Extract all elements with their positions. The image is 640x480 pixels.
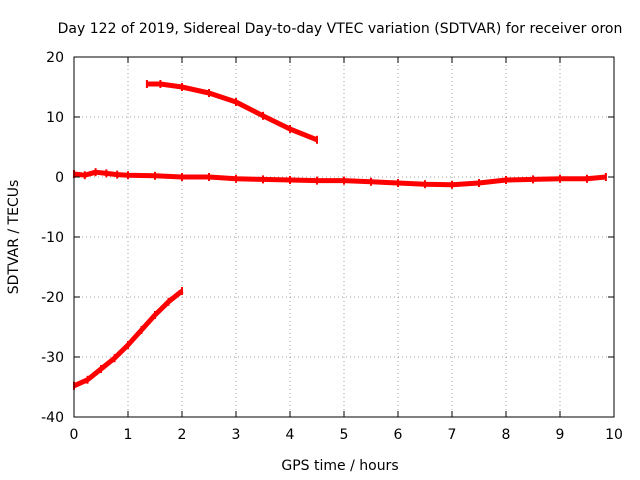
x-tick-label: 7 [448,427,457,443]
chart-title: Day 122 of 2019, Sidereal Day-to-day VTE… [58,21,623,37]
x-tick-label: 1 [124,427,133,443]
x-tick-label: 2 [178,427,187,443]
y-axis-label: SDTVAR / TECUs [6,180,22,295]
y-tick-label: 20 [46,50,64,66]
series-layer [72,80,607,390]
y-tick-label: -40 [41,410,64,426]
x-tick-label: 8 [502,427,511,443]
y-tick-label: 10 [46,110,64,126]
y-axis-ticks: 20 10 0 -10 -20 -30 -40 [41,50,614,426]
y-tick-label: 0 [55,170,64,186]
x-tick-label: 4 [286,427,295,443]
grid-lines [73,56,615,418]
x-axis-ticks: 0 1 2 3 4 5 6 7 8 9 10 [70,57,623,443]
y-tick-label: -30 [41,350,64,366]
series-line-2 [73,169,607,188]
y-tick-label: -10 [41,230,64,246]
series-line-1 [146,81,318,143]
x-tick-label: 5 [340,427,349,443]
x-tick-label: 6 [394,427,403,443]
x-tick-label: 0 [70,427,79,443]
x-tick-label: 10 [605,427,623,443]
x-tick-label: 9 [556,427,565,443]
y-tick-label: -20 [41,290,64,306]
x-axis-label: GPS time / hours [281,458,398,474]
x-tick-label: 3 [232,427,241,443]
